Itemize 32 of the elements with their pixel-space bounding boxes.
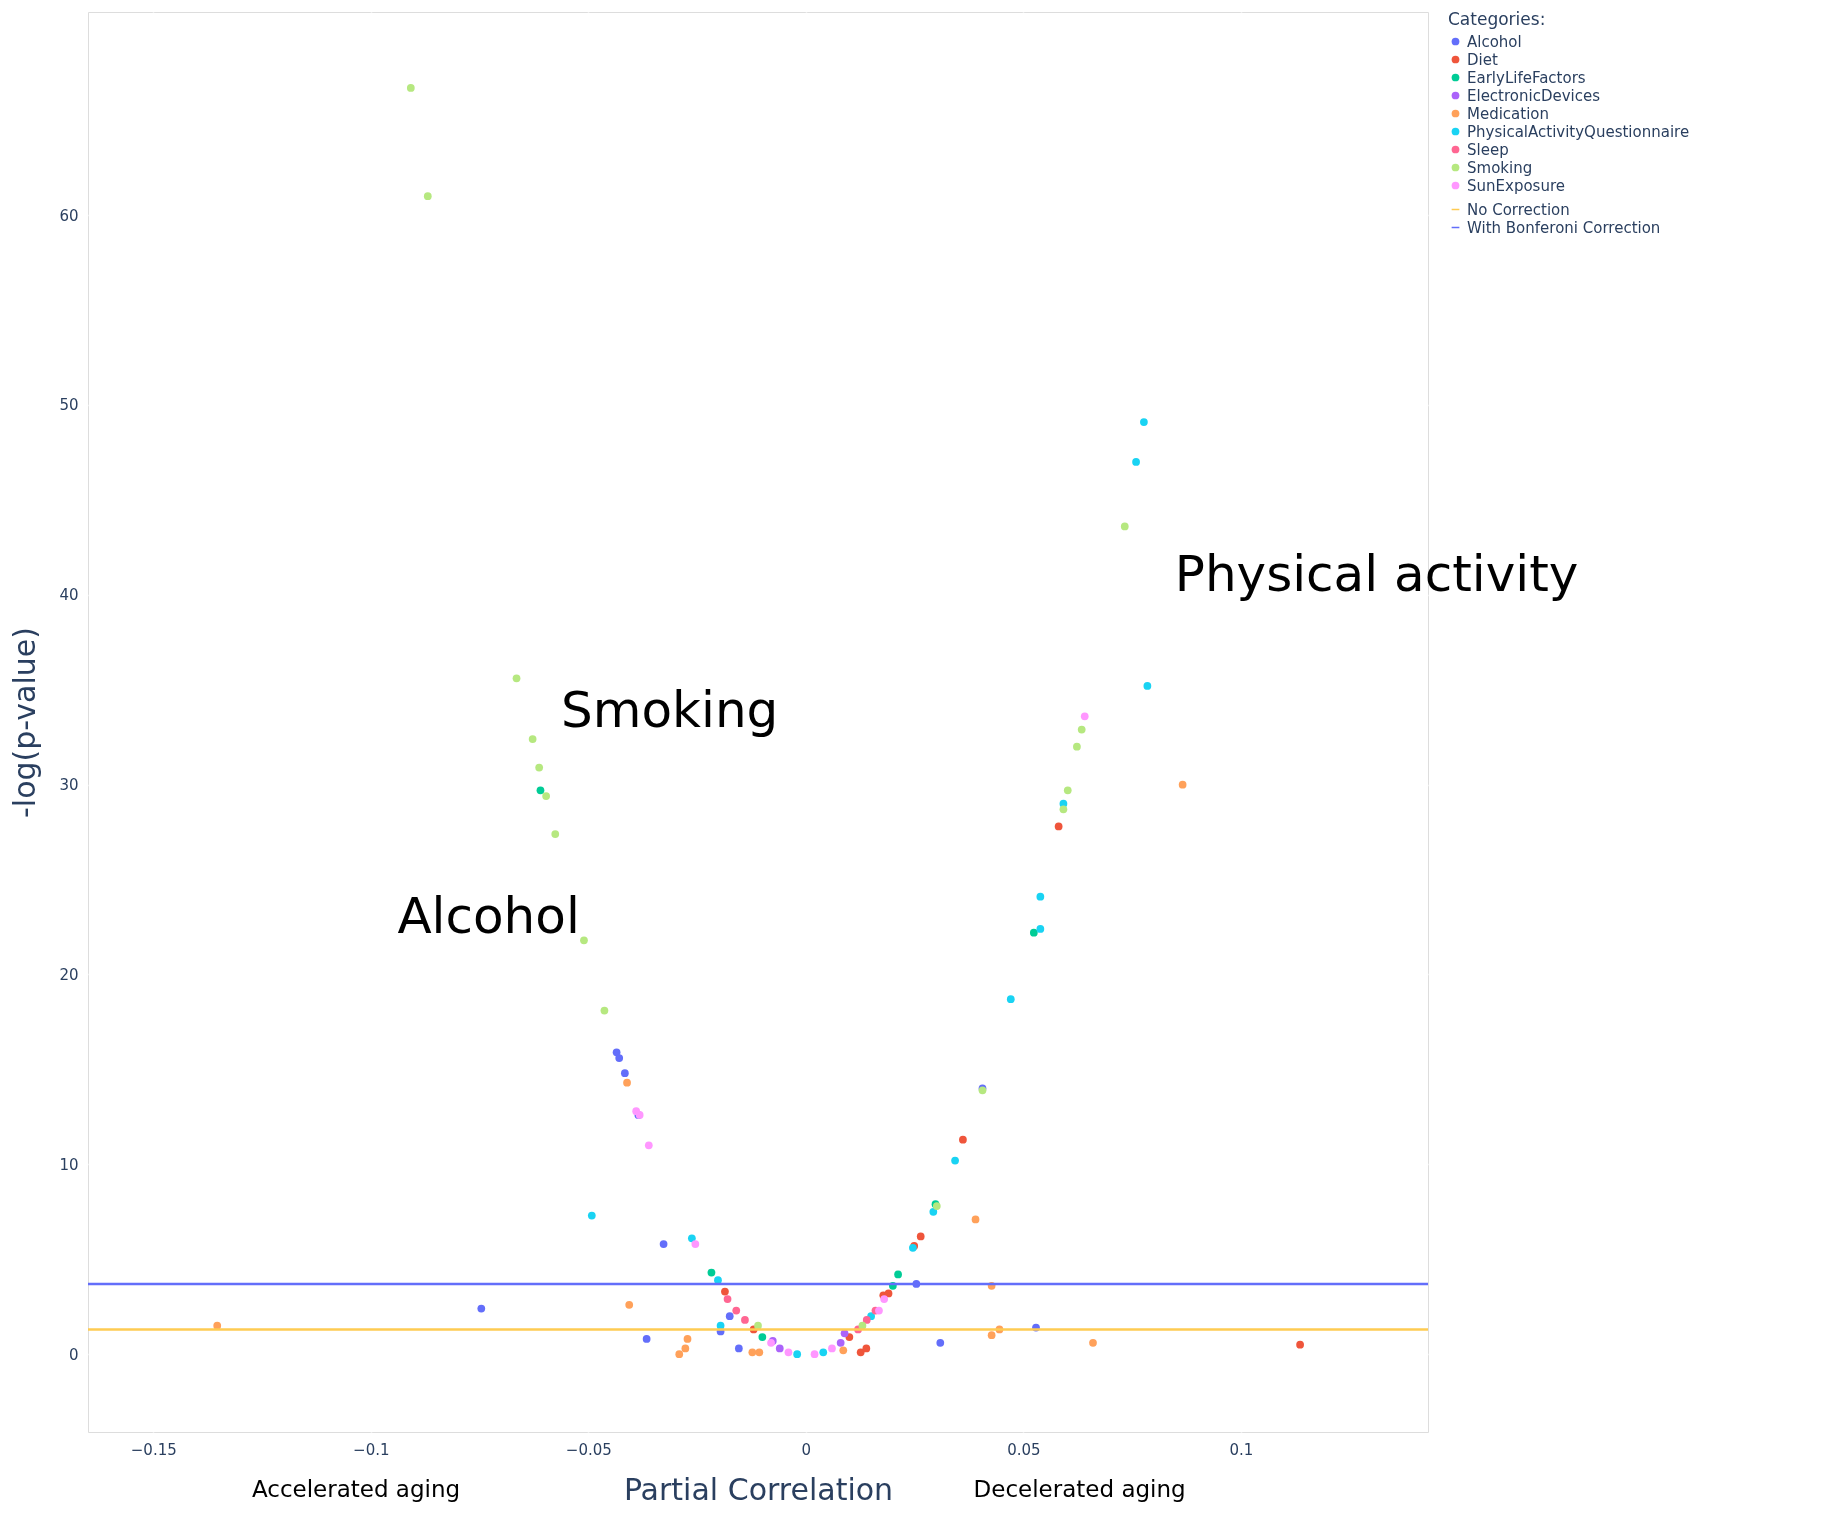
legend-label: PhysicalActivityQuestionnaire <box>1467 122 1690 141</box>
legend-label: Diet <box>1467 50 1498 69</box>
annotation: Physical activity <box>1174 544 1579 603</box>
x-tick-label: 0 <box>801 1440 812 1459</box>
y-tick-label: 0 <box>68 1345 79 1364</box>
annotation: Alcohol <box>397 886 580 945</box>
legend-label: EarlyLifeFactors <box>1467 68 1586 87</box>
y-tick-label: 30 <box>59 776 79 795</box>
legend-label: SunExposure <box>1467 176 1565 195</box>
x-tick-label: −0.05 <box>565 1440 612 1459</box>
x-tick-label: −0.1 <box>353 1440 390 1459</box>
legend-label: Alcohol <box>1467 32 1522 51</box>
legend-label: Medication <box>1467 104 1550 123</box>
x-axis-title: Partial Correlation <box>623 1471 894 1507</box>
text: Decelerated aging <box>973 1476 1186 1502</box>
legend-title: Categories: <box>1448 9 1546 29</box>
legend-label: ElectronicDevices <box>1467 86 1601 105</box>
legend-label: Smoking <box>1467 158 1533 177</box>
text: Accelerated aging <box>251 1476 461 1502</box>
x-tick-label: −0.15 <box>130 1440 177 1459</box>
x-tick-label: 0.05 <box>1007 1440 1041 1459</box>
y-tick-label: 60 <box>59 206 79 225</box>
y-tick-label: 10 <box>59 1155 79 1174</box>
legend-label: With Bonferoni Correction <box>1467 218 1661 237</box>
annotation: Smoking <box>561 681 779 740</box>
legend-label: No Correction <box>1467 200 1570 219</box>
y-axis-title: -log(p-value) <box>7 627 43 818</box>
x-tick-label: 0.1 <box>1229 1440 1254 1459</box>
legend-label: Sleep <box>1467 140 1509 159</box>
y-tick-label: 50 <box>59 396 79 415</box>
y-tick-label: 20 <box>59 965 79 984</box>
y-tick-label: 40 <box>59 586 79 605</box>
